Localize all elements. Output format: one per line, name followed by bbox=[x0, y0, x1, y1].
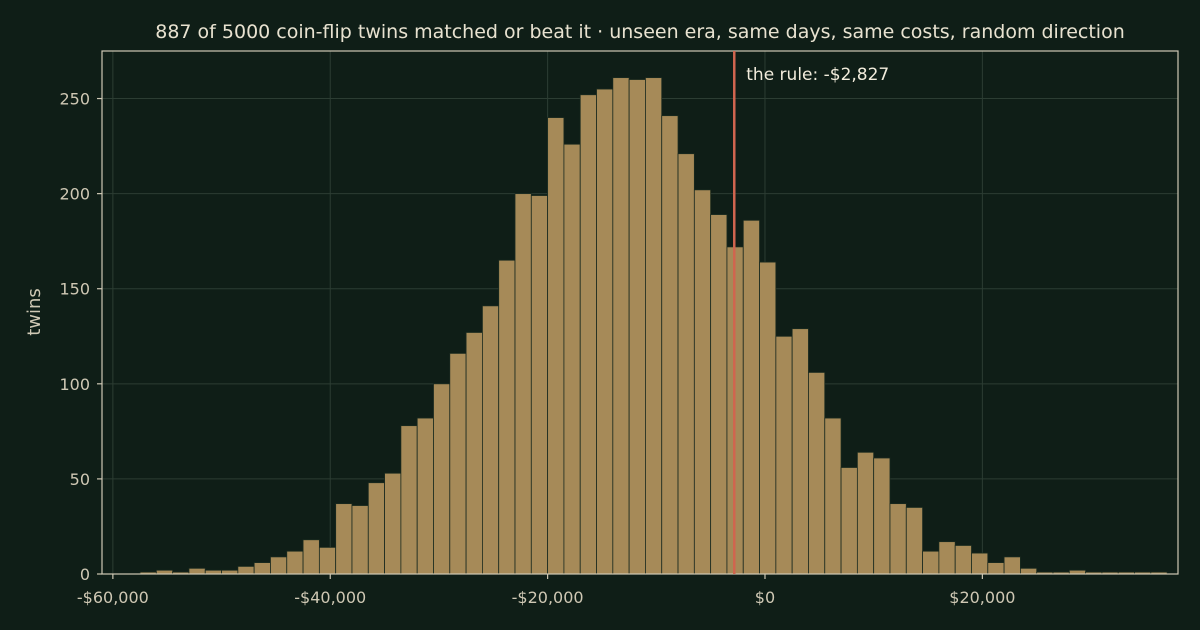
histogram-bar bbox=[612, 77, 630, 575]
histogram-bar bbox=[514, 193, 532, 575]
histogram-bar bbox=[987, 562, 1005, 575]
x-tick-label: $0 bbox=[755, 588, 775, 607]
histogram-bar bbox=[938, 541, 956, 575]
y-axis-label: twins bbox=[24, 288, 45, 336]
histogram-bar bbox=[1020, 567, 1038, 575]
histogram-bar bbox=[661, 115, 679, 575]
histogram-bar bbox=[922, 550, 940, 575]
histogram-bar bbox=[645, 77, 663, 575]
x-tick-label: -$60,000 bbox=[77, 588, 149, 607]
histogram-bar bbox=[237, 565, 255, 575]
histogram-bar bbox=[905, 507, 923, 575]
x-tick-label: -$40,000 bbox=[294, 588, 366, 607]
histogram-bar bbox=[889, 503, 907, 575]
histogram-bar bbox=[302, 539, 320, 575]
histogram-bar bbox=[693, 189, 712, 575]
histogram-bar bbox=[596, 88, 614, 575]
x-tick-label: -$20,000 bbox=[512, 588, 584, 607]
histogram-bar bbox=[710, 214, 728, 575]
y-axis-ticks: 0 50 100 150 200 250 bbox=[59, 90, 102, 584]
histogram-bar bbox=[971, 552, 989, 575]
y-tick-label: 200 bbox=[59, 185, 90, 204]
histogram-bar bbox=[628, 79, 646, 575]
y-tick-label: 0 bbox=[80, 565, 90, 584]
histogram-bar bbox=[367, 482, 385, 575]
histogram-bar bbox=[465, 332, 483, 575]
histogram-bar bbox=[563, 143, 581, 575]
histogram-bars bbox=[139, 77, 1168, 575]
histogram-bar bbox=[482, 305, 500, 575]
y-tick-label: 150 bbox=[59, 280, 90, 299]
histogram-bar bbox=[253, 562, 271, 575]
histogram-bar bbox=[335, 503, 353, 575]
histogram-bar bbox=[954, 545, 972, 575]
rule-annotation: the rule: -$2,827 bbox=[746, 65, 889, 85]
histogram-bar bbox=[840, 467, 858, 575]
histogram-bar bbox=[547, 117, 565, 575]
histogram-bar bbox=[318, 546, 337, 575]
histogram-bar bbox=[742, 219, 760, 575]
histogram-bar bbox=[449, 352, 467, 575]
plot-frame bbox=[101, 50, 1179, 575]
histogram-bar bbox=[384, 472, 402, 575]
histogram-bar bbox=[400, 425, 418, 575]
histogram-bar bbox=[579, 94, 597, 575]
histogram-bar bbox=[286, 550, 304, 575]
chart-title: 887 of 5000 coin-flip twins matched or b… bbox=[155, 21, 1125, 43]
x-axis-ticks: -$60,000 -$40,000 -$20,000 $0 $20,000 bbox=[77, 574, 1015, 607]
histogram-bar bbox=[351, 505, 369, 575]
histogram-bar bbox=[873, 457, 891, 575]
x-tick-label: $20,000 bbox=[949, 588, 1015, 607]
histogram-bar bbox=[791, 328, 809, 575]
y-tick-label: 100 bbox=[59, 375, 90, 394]
histogram-bar bbox=[433, 383, 451, 575]
histogram-bar bbox=[775, 335, 793, 575]
histogram-bar bbox=[416, 417, 434, 575]
histogram-bar bbox=[530, 195, 549, 575]
histogram-bar bbox=[677, 153, 695, 575]
histogram-bar bbox=[270, 556, 288, 575]
y-tick-label: 50 bbox=[70, 470, 90, 489]
y-tick-label: 250 bbox=[59, 90, 90, 109]
histogram-bar bbox=[498, 259, 516, 575]
histogram-bar bbox=[188, 567, 206, 575]
histogram-bar bbox=[824, 417, 842, 575]
histogram-bar bbox=[808, 372, 826, 575]
histogram-bar bbox=[856, 451, 875, 575]
histogram-bar bbox=[759, 261, 777, 575]
histogram-bar bbox=[1003, 556, 1021, 575]
